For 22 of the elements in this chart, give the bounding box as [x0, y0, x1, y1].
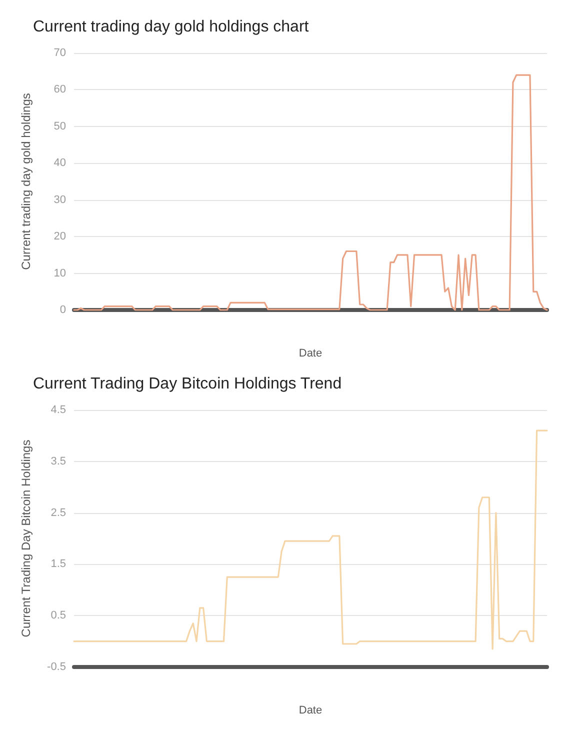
- y-tick-label: 40: [54, 157, 66, 170]
- y-tick-label: 70: [54, 47, 66, 59]
- line-series: [73, 74, 548, 311]
- y-tick-label: 1.5: [50, 558, 66, 570]
- x-axis-title: Date: [298, 704, 322, 716]
- y-tick-label: 20: [54, 230, 66, 243]
- y-tick-label: 50: [54, 120, 66, 132]
- y-axis-title: Current trading day gold holdings: [19, 93, 33, 270]
- y-axis-title: Current Trading Day Bitcoin Holdings: [19, 440, 33, 638]
- chart-title: Current Trading Day Bitcoin Holdings Trend: [33, 376, 342, 392]
- y-tick-label: 0: [60, 304, 66, 316]
- y-tick-label: 0.5: [50, 610, 66, 622]
- y-tick-label: 2.5: [50, 506, 66, 519]
- chart-title: Current trading day gold holdings chart: [33, 18, 310, 36]
- y-tick-label: 4.5: [50, 404, 66, 416]
- y-tick-label: 60: [54, 84, 66, 96]
- line-series: [73, 430, 548, 650]
- y-tick-label: 10: [54, 267, 66, 280]
- x-axis-title: Date: [298, 348, 322, 360]
- y-tick-label: -0.5: [47, 661, 66, 673]
- y-tick-label: 30: [54, 194, 66, 206]
- y-tick-label: 3.5: [50, 455, 66, 468]
